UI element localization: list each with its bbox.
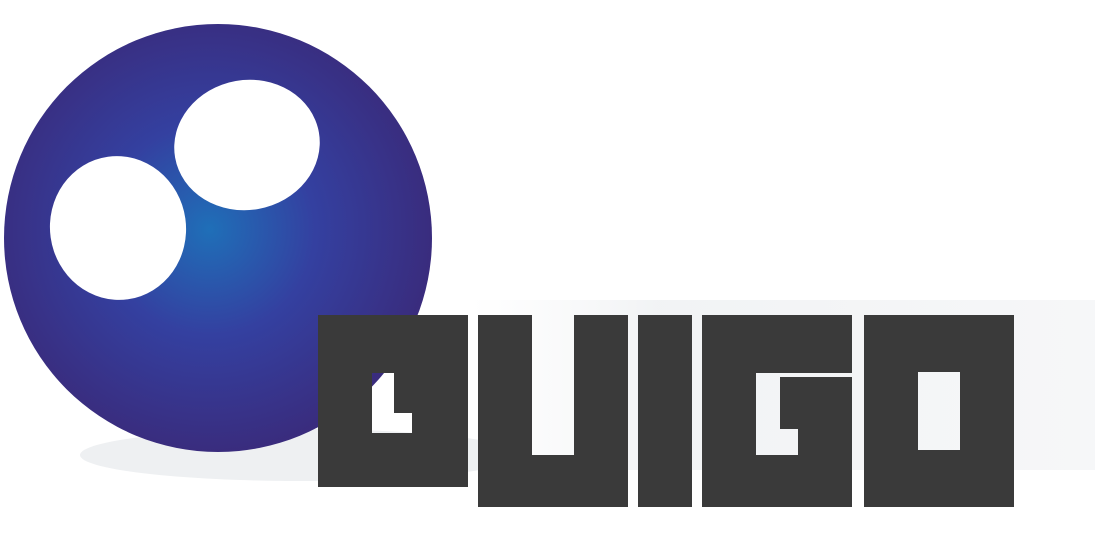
wordmark — [318, 315, 1014, 507]
letter-i — [638, 315, 692, 507]
letter-o — [864, 315, 1014, 507]
letter-u — [478, 315, 628, 507]
left-eye-shape — [49, 156, 187, 300]
letter-g1 — [318, 315, 468, 487]
letter-g2 — [702, 315, 852, 507]
right-eye-shape — [174, 79, 320, 211]
